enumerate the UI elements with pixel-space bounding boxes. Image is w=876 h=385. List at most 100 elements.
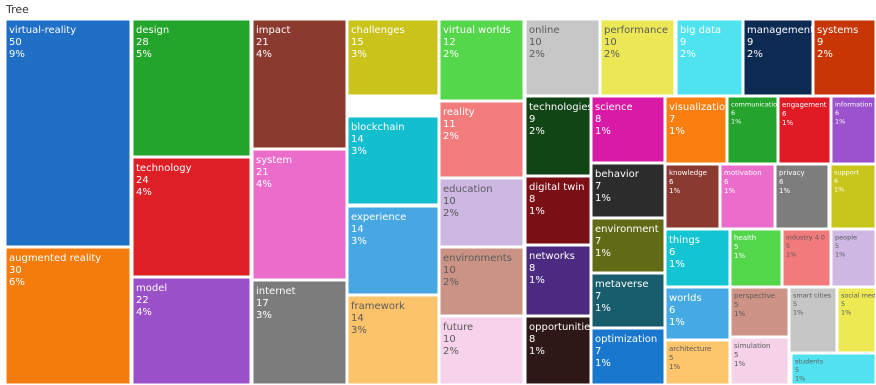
tile-rect bbox=[813, 19, 876, 96]
tile-label: engagement 6 1% bbox=[782, 101, 827, 127]
tile-privacy[interactable]: privacy 6 1% bbox=[775, 164, 829, 229]
tile-smart-cities[interactable]: smart cities 5 1% bbox=[789, 287, 837, 353]
tile-support[interactable]: support 6 1% bbox=[830, 164, 876, 229]
tile-percent: 9% bbox=[9, 49, 25, 60]
tile-percent: 1% bbox=[595, 126, 611, 137]
tile-count: 6 bbox=[779, 178, 784, 186]
tile-information[interactable]: information 6 1% bbox=[831, 96, 876, 164]
tile-architecture[interactable]: architecture 5 1% bbox=[665, 340, 730, 385]
tile-technologies[interactable]: technologies 9 2% bbox=[525, 96, 593, 176]
tile-name: technology bbox=[136, 163, 192, 174]
tile-percent: 2% bbox=[443, 49, 459, 60]
tile-perspective[interactable]: perspective 5 1% bbox=[730, 287, 789, 337]
tile-name: privacy bbox=[779, 169, 805, 177]
tile-blockchain[interactable]: blockchain 14 3% bbox=[347, 116, 439, 205]
tile-count: 9 bbox=[529, 114, 535, 125]
tile-label: visualization 7 1% bbox=[669, 102, 731, 137]
tile-name: management bbox=[747, 25, 814, 36]
tile-worlds[interactable]: worlds 6 1% bbox=[665, 287, 730, 340]
tile-big-data[interactable]: big data 9 2% bbox=[676, 19, 743, 96]
tile-people[interactable]: people 5 1% bbox=[831, 229, 876, 287]
tile-visualization[interactable]: visualization 7 1% bbox=[665, 96, 731, 164]
tile-virtual-reality[interactable]: virtual-reality 50 9% bbox=[5, 19, 131, 247]
tile-challenges[interactable]: challenges 15 3% bbox=[347, 19, 439, 96]
tile-count: 6 bbox=[782, 110, 787, 118]
tile-percent: 5% bbox=[136, 49, 152, 60]
tile-count: 21 bbox=[256, 167, 269, 178]
tile-online[interactable]: online 10 2% bbox=[525, 19, 600, 96]
tile-reality[interactable]: reality 11 2% bbox=[439, 101, 524, 178]
tile-count: 15 bbox=[351, 37, 364, 48]
tile-name: worlds bbox=[669, 293, 702, 304]
tile-students[interactable]: students 5 1% bbox=[791, 353, 876, 385]
tile-design[interactable]: design 28 5% bbox=[132, 19, 251, 157]
tile-social-media[interactable]: social media51% bbox=[837, 287, 876, 353]
tile-label: science 8 1% bbox=[595, 102, 633, 137]
tile-metaverse[interactable]: metaverse 7 1% bbox=[591, 273, 665, 328]
tile-impact[interactable]: impact 21 4% bbox=[252, 19, 347, 149]
tile-rect bbox=[347, 19, 439, 96]
tile-label: worlds 6 1% bbox=[669, 293, 702, 328]
tile-opportunities[interactable]: opportunities 8 1% bbox=[525, 316, 595, 385]
tile-percent: 4% bbox=[256, 179, 272, 190]
tile-label: communication 6 1% bbox=[731, 101, 781, 126]
tile-name: visualization bbox=[669, 102, 731, 113]
tile-knowledge[interactable]: knowledge 6 1% bbox=[665, 164, 720, 229]
tile-percent: 1% bbox=[835, 118, 845, 126]
tile-environment[interactable]: environment 7 1% bbox=[591, 218, 665, 273]
tile-virtual-worlds[interactable]: virtual worlds 12 2% bbox=[439, 19, 524, 101]
tile-percent: 3% bbox=[351, 325, 367, 336]
tile-networks[interactable]: networks 8 1% bbox=[525, 245, 591, 316]
tile-optimization[interactable]: optimization 7 1% bbox=[591, 328, 665, 385]
tile-percent: 1% bbox=[595, 193, 611, 204]
tile-framework[interactable]: framework 14 3% bbox=[347, 295, 439, 385]
tile-augmented-reality[interactable]: augmented reality 30 6% bbox=[5, 247, 131, 385]
tile-rect bbox=[525, 245, 591, 316]
tile-motivation[interactable]: motivation 6 1% bbox=[720, 164, 775, 229]
tile-communication[interactable]: communication 6 1% bbox=[727, 96, 781, 164]
tile-label: virtual worlds 12 2% bbox=[443, 25, 511, 60]
tile-label: management 9 2% bbox=[747, 25, 814, 60]
tile-rect bbox=[439, 19, 524, 101]
tile-systems[interactable]: systems 9 2% bbox=[813, 19, 876, 96]
tile-system[interactable]: system 21 4% bbox=[252, 149, 347, 280]
tile-count: 5 bbox=[669, 354, 673, 362]
tile-education[interactable]: education 10 2% bbox=[439, 178, 524, 247]
tile-percent: 1% bbox=[724, 187, 735, 195]
tile-count: 9 bbox=[817, 37, 823, 48]
tile-science[interactable]: science 8 1% bbox=[591, 96, 665, 163]
tile-name: digital twin bbox=[529, 182, 584, 193]
tile-management[interactable]: management 9 2% bbox=[743, 19, 814, 96]
tile-label: blockchain 14 3% bbox=[351, 122, 405, 157]
tile-future[interactable]: future 10 2% bbox=[439, 316, 524, 385]
tile-technology[interactable]: technology 24 4% bbox=[132, 157, 251, 277]
tile-count: 6 bbox=[669, 305, 675, 316]
tile-performance[interactable]: performance 10 2% bbox=[600, 19, 675, 96]
tile-count: 6 bbox=[731, 109, 735, 117]
tile-simulation[interactable]: simulation 5 1% bbox=[730, 337, 789, 385]
tile-percent: 1% bbox=[731, 118, 741, 126]
tile-name: model bbox=[136, 283, 167, 294]
tile-rect bbox=[665, 287, 730, 340]
tile-percent: 1% bbox=[669, 259, 685, 270]
tile-things[interactable]: things 6 1% bbox=[665, 229, 730, 287]
tile-experience[interactable]: experience 14 3% bbox=[347, 206, 439, 295]
tile-engagement[interactable]: engagement 6 1% bbox=[778, 96, 831, 164]
tile-percent: 1% bbox=[669, 187, 680, 195]
tile-name: system bbox=[256, 155, 292, 166]
tile-model[interactable]: model 22 4% bbox=[132, 277, 251, 385]
tile-digital-twin[interactable]: digital twin 8 1% bbox=[525, 176, 591, 245]
tile-percent: 1% bbox=[529, 275, 545, 286]
tile-health[interactable]: health 5 1% bbox=[730, 229, 782, 287]
tile-behavior[interactable]: behavior 7 1% bbox=[591, 163, 665, 218]
tile-rect bbox=[665, 96, 727, 164]
tile-name: optimization bbox=[595, 334, 657, 345]
tile-industry-4-0[interactable]: industry 4 0 5 1% bbox=[782, 229, 831, 287]
tile-name: design bbox=[136, 25, 169, 36]
tile-name: environment bbox=[595, 224, 659, 235]
tile-environments[interactable]: environments 10 2% bbox=[439, 247, 524, 316]
tile-count: 7 bbox=[595, 181, 601, 192]
tile-internet[interactable]: internet 17 3% bbox=[252, 280, 347, 385]
tile-percent: 2% bbox=[747, 49, 763, 60]
tile-percent: 4% bbox=[136, 307, 152, 318]
